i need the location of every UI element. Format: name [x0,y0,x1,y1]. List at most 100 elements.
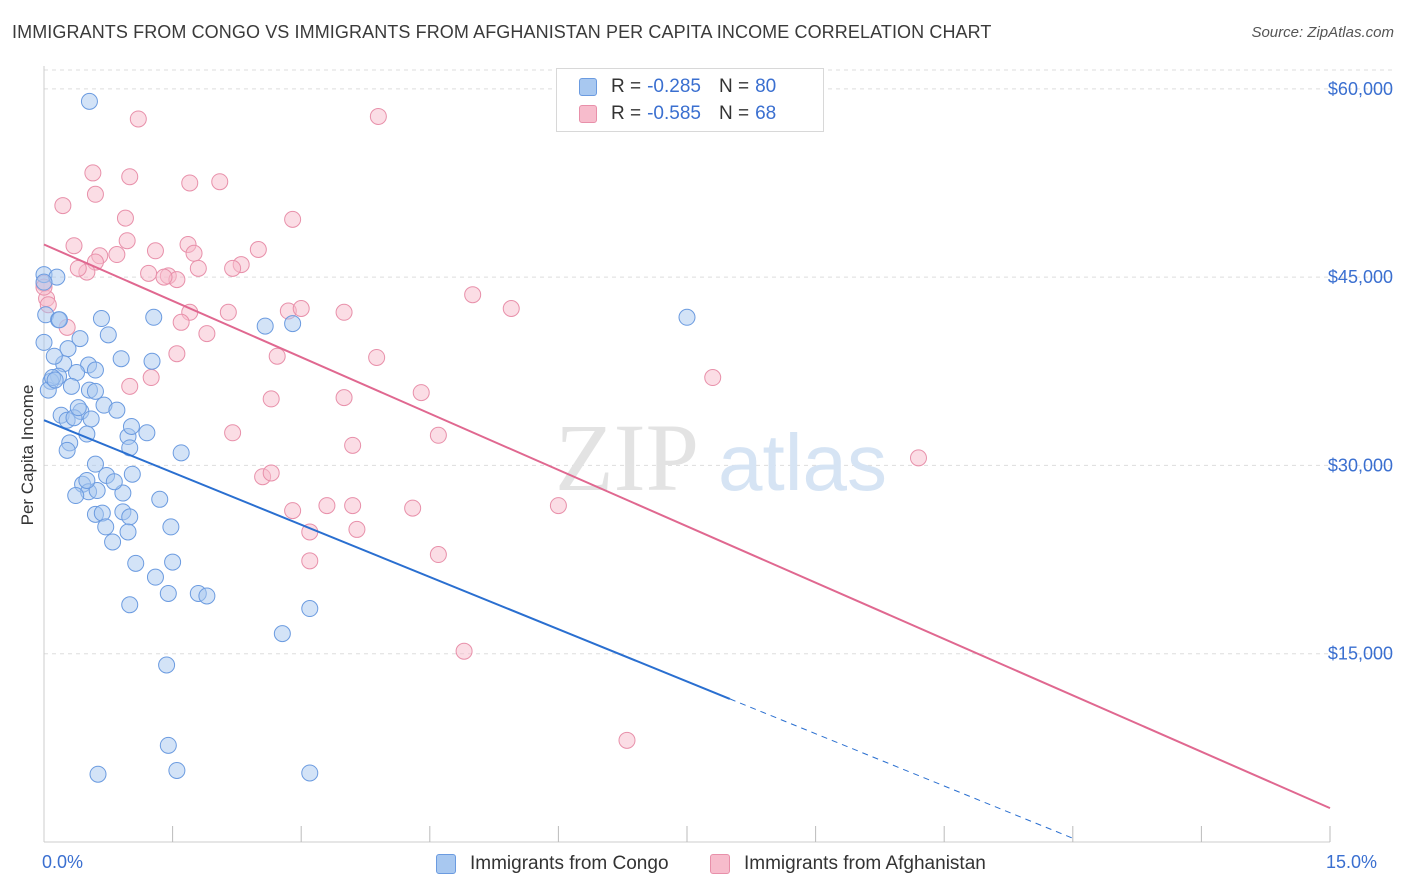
legend-item-congo[interactable]: Immigrants from Congo [436,852,669,876]
afghan-trend-line [43,243,1331,810]
congo-point [104,533,122,551]
afghan-point [455,642,473,660]
afghan-point [344,497,362,515]
watermark-atlas: atlas [718,418,887,507]
congo-point [143,352,161,370]
afghan-point [284,502,302,520]
congo-point [119,523,137,541]
afghan-point [172,313,190,331]
congo-point [97,518,115,536]
congo-point [158,656,176,674]
congo-point [284,315,302,333]
r-label: R = [611,103,642,124]
correlation-legend: R = -0.285 N = 80 R = -0.585 N = 68 [556,68,824,132]
afghan-point [224,259,242,277]
afghan-legend-swatch [710,854,730,874]
afghan-point [108,246,126,264]
afghan-point [318,497,336,515]
afghan-point [224,424,242,442]
trend-lines [43,243,1331,839]
afghan-point [140,264,158,282]
n-value: 80 [755,76,777,97]
afghan-point [284,210,302,228]
y-tick-label: $45,000 [1328,267,1393,287]
afghan-point [412,384,430,402]
congo-point [80,92,98,110]
afghan-point [168,345,186,363]
afghan-point [369,107,387,125]
grid-layer [44,69,1394,655]
afghan-point [54,197,72,215]
watermark: ZIP atlas [555,404,887,511]
y-tick-labels: $15,000 $30,000 $45,000 $60,000 [1328,79,1393,664]
afghan-point [86,185,104,203]
afghan-point [65,237,83,255]
afghan-point [268,347,286,365]
afghan-point [618,731,636,749]
afghan-point [348,520,366,538]
afghan-point [121,377,139,395]
congo-point [46,371,64,389]
afghan-point [219,303,237,321]
legend-row-afghan: R = -0.585 N = 68 [579,102,776,126]
congo-point [121,596,139,614]
afghan-point [142,369,160,387]
congo-point [159,584,177,602]
congo-point [301,764,319,782]
afghan-point [118,232,136,250]
r-label: R = [611,76,642,97]
afghan-point [335,303,353,321]
congo-point [58,441,76,459]
afghan-point [404,499,422,517]
congo-point [168,761,186,779]
congo-trend-extension [729,698,1073,839]
congo-point [105,473,123,491]
x-tick-min: 0.0% [42,852,84,872]
congo-point [86,455,104,473]
x-tick-max: 15.0% [1326,852,1378,872]
chart-title: IMMIGRANTS FROM CONGO VS IMMIGRANTS FROM… [12,22,992,42]
y-tick-label: $30,000 [1328,455,1393,475]
legend-item-afghan[interactable]: Immigrants from Afghanistan [710,852,986,876]
congo-point [162,518,180,536]
congo-point [145,308,163,326]
congo-point [164,553,182,571]
afghan-swatch [579,105,597,123]
congo-point [678,308,696,326]
afghan-point [262,464,280,482]
congo-point [62,377,80,395]
afghan-point [185,244,203,262]
congo-point [89,765,107,783]
congo-point [114,484,132,502]
afghan-point [502,300,520,318]
congo-point [127,554,145,572]
n-label: N = [718,103,750,124]
afghan-point [301,552,319,570]
afghan-point [429,426,447,444]
afghan-point [429,546,447,564]
congo-point [138,424,156,442]
afghan-point [181,174,199,192]
afghan-point [249,241,267,259]
afghan-point [211,173,229,191]
afghan-point [189,259,207,277]
source-label: Source: ZipAtlas.com [1251,24,1394,41]
congo-point [256,317,274,335]
congo-points [35,92,696,783]
afghan-point [344,436,362,454]
congo-point [67,487,85,505]
congo-trend-line [43,419,731,700]
afghan-point [909,449,927,467]
congo-point [69,399,87,417]
afghan-point [704,369,722,387]
congo-point [198,587,216,605]
congo-point [301,600,319,618]
congo-point [146,568,164,586]
afghan-point [129,110,147,128]
afghan-point [146,242,164,260]
congo-point [108,401,126,419]
congo-point [273,625,291,643]
congo-point [35,273,53,291]
r-value: -0.585 [647,103,701,124]
